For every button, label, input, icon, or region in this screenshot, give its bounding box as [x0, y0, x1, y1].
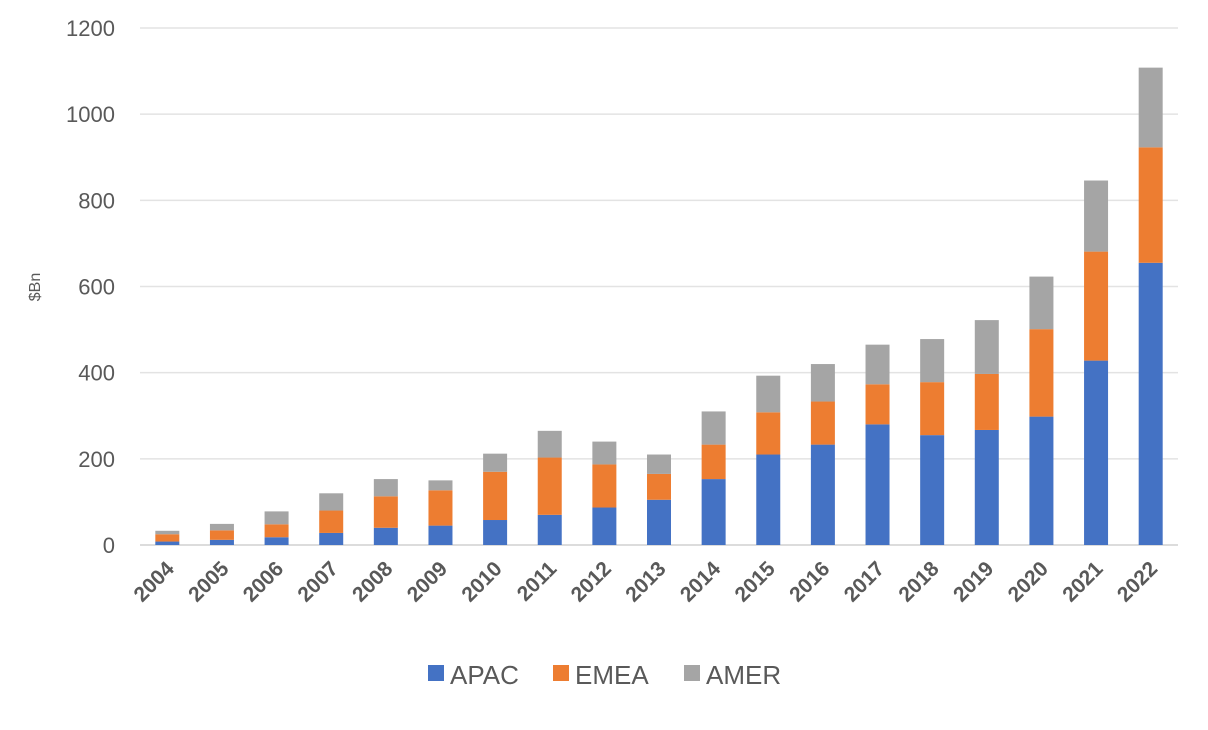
bar-emea-2009	[428, 490, 453, 526]
bar-apac-2021	[1084, 360, 1109, 545]
bar-apac-2011	[537, 514, 562, 545]
x-tick-label: 2014	[676, 557, 726, 607]
bar-amer-2013	[647, 454, 671, 474]
bar-emea-2021	[1084, 251, 1109, 361]
bar-amer-2005	[209, 523, 234, 531]
bar-amer-2018	[920, 339, 945, 383]
bar-amer-2009	[428, 480, 453, 491]
bar-amer-2021	[1084, 180, 1109, 252]
legend-label-amer: AMER	[706, 660, 781, 690]
bar-emea-2019	[974, 373, 999, 430]
y-axis-label: $Bn	[27, 273, 44, 301]
x-tick-label: 2013	[621, 557, 670, 606]
legend-label-emea: EMEA	[575, 660, 649, 690]
bar-amer-2011	[537, 430, 562, 458]
x-tick-label: 2015	[731, 557, 781, 607]
bars-layer	[155, 67, 1163, 545]
bar-amer-2020	[1029, 276, 1054, 330]
bar-emea-2006	[264, 524, 289, 538]
y-tick-label: 1000	[66, 102, 115, 127]
bar-amer-2007	[319, 493, 344, 511]
bar-apac-2007	[319, 532, 344, 545]
bar-apac-2020	[1029, 416, 1054, 545]
y-tick-label: 0	[103, 533, 115, 558]
bar-emea-2017	[865, 384, 890, 425]
x-tick-label: 2012	[567, 557, 616, 606]
y-tick-label: 600	[78, 275, 115, 300]
legend-swatch-emea	[553, 665, 569, 681]
bar-apac-2017	[865, 424, 890, 545]
legend-swatch-amer	[684, 665, 700, 681]
bar-amer-2015	[756, 375, 781, 413]
bar-apac-2009	[428, 525, 453, 545]
bar-emea-2007	[319, 510, 344, 533]
bar-apac-2016	[810, 444, 835, 545]
bar-amer-2004	[155, 530, 180, 535]
bar-amer-2008	[373, 479, 398, 497]
y-tick-label: 400	[78, 361, 115, 386]
x-tick-label: 2022	[1113, 557, 1162, 606]
x-tick-label: 2011	[513, 557, 562, 606]
bar-amer-2017	[865, 344, 890, 385]
x-tick-label: 2020	[1004, 557, 1053, 606]
x-tick-label: 2010	[457, 557, 506, 606]
x-tick-labels: 2004 2005 2006 2007 2008 2009 2010 2011 2012 2013…	[130, 557, 1163, 607]
bar-apac-2012	[592, 507, 617, 545]
bar-emea-2015	[756, 412, 781, 455]
bar-apac-2013	[647, 499, 671, 545]
bar-emea-2010	[483, 471, 508, 521]
bar-emea-2012	[592, 464, 617, 508]
legend-label-apac: APAC	[450, 660, 519, 690]
bar-apac-2015	[756, 454, 781, 545]
legend-swatch-apac	[428, 665, 444, 681]
bar-apac-2010	[483, 520, 508, 545]
x-tick-label: 2019	[949, 557, 998, 606]
bar-emea-2011	[537, 457, 562, 515]
bar-emea-2013	[647, 473, 671, 500]
bar-amer-2019	[974, 320, 999, 374]
x-tick-label: 2016	[785, 557, 834, 606]
bar-amer-2006	[264, 511, 289, 525]
bar-amer-2014	[701, 411, 726, 445]
bar-apac-2005	[209, 539, 234, 545]
bar-amer-2016	[810, 364, 835, 402]
y-tick-label: 800	[78, 188, 115, 213]
grid-layer	[140, 27, 1178, 546]
bar-amer-2012	[592, 441, 617, 465]
bar-emea-2018	[920, 382, 945, 436]
x-tick-label: 2005	[184, 557, 234, 607]
bar-emea-2008	[373, 496, 398, 528]
bar-apac-2008	[373, 527, 398, 545]
bar-emea-2005	[209, 530, 234, 540]
x-tick-label: 2006	[239, 557, 288, 606]
x-tick-label: 2004	[130, 557, 180, 607]
bar-emea-2016	[810, 401, 835, 445]
x-tick-label: 2008	[348, 557, 398, 607]
bar-amer-2022	[1138, 67, 1163, 148]
bar-emea-2014	[701, 444, 726, 480]
bar-apac-2014	[701, 479, 726, 545]
y-tick-labels: 0 200 400 600 800 1000 1200	[66, 16, 115, 558]
y-tick-label: 1200	[66, 16, 115, 41]
bar-apac-2004	[155, 541, 180, 545]
x-tick-label: 2021	[1058, 557, 1108, 607]
bar-emea-2020	[1029, 329, 1054, 417]
bar-emea-2022	[1138, 147, 1163, 263]
bar-amer-2010	[483, 453, 508, 472]
x-tick-label: 2009	[403, 557, 452, 606]
x-tick-label: 2007	[293, 557, 342, 606]
bar-apac-2006	[264, 537, 289, 545]
x-tick-label: 2017	[840, 557, 889, 606]
x-tick-label: 2018	[894, 557, 944, 607]
bar-apac-2022	[1138, 262, 1163, 545]
bar-apac-2018	[920, 435, 945, 545]
legend: APAC EMEA AMER	[428, 660, 781, 690]
bar-emea-2004	[155, 534, 180, 542]
bar-apac-2019	[974, 429, 999, 545]
y-tick-label: 200	[78, 447, 115, 472]
